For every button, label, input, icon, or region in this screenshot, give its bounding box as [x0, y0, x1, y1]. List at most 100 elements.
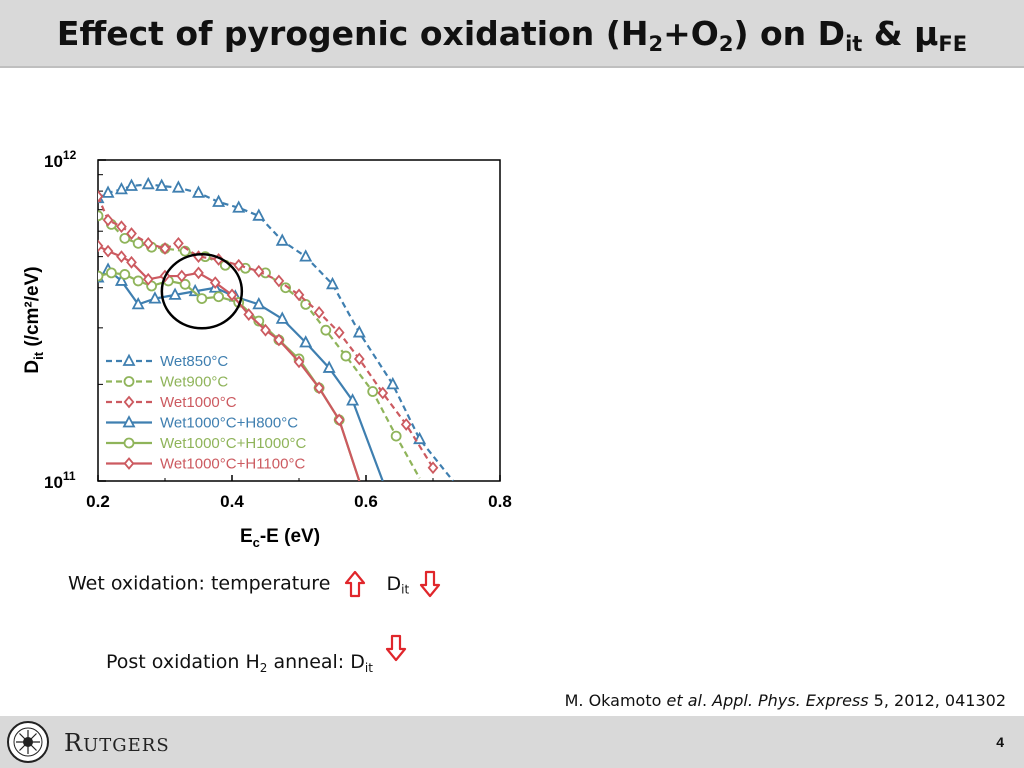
legend-item: Wet1000°C+H1000°C — [106, 435, 307, 452]
x-tick-labels: 0.2 0.4 0.6 0.8 — [86, 492, 512, 511]
data-point — [173, 236, 184, 250]
data-point — [142, 236, 154, 250]
legend-item: Wet900°C — [106, 374, 228, 391]
data-point — [132, 237, 144, 249]
data-point — [390, 430, 402, 442]
data-point — [119, 232, 131, 244]
data-point — [142, 272, 154, 286]
data-point — [131, 296, 145, 310]
data-point — [252, 208, 266, 221]
legend-marker — [123, 376, 135, 387]
data-point — [176, 269, 188, 283]
data-point — [114, 273, 128, 286]
data-point — [326, 276, 339, 290]
data-point — [148, 291, 162, 304]
data-point — [232, 200, 246, 213]
data-point — [159, 242, 171, 255]
y-axis-title: Dit (/cm²/eV) — [22, 266, 46, 373]
data-point — [132, 275, 144, 287]
data-point — [253, 264, 265, 278]
data-point — [101, 185, 115, 198]
data-point — [98, 270, 104, 282]
data-point — [209, 276, 221, 290]
data-point — [427, 461, 439, 475]
data-point — [273, 333, 285, 347]
data-point — [299, 335, 313, 348]
data-point — [252, 296, 266, 310]
legend-label: Wet1000°C+H800°C — [160, 415, 298, 432]
data-point — [106, 267, 117, 279]
data-point — [275, 233, 289, 246]
y-tick-label: 1011 — [44, 469, 76, 492]
footer: RUTGERS 4 — [0, 716, 1024, 768]
data-point — [377, 386, 389, 400]
legend-item: Wet1000°C+H1100°C — [106, 456, 305, 473]
data-point — [98, 190, 104, 203]
legend-label: Wet900°C — [160, 374, 228, 391]
series-0 — [98, 176, 454, 481]
data-point — [313, 381, 325, 395]
legend-label: Wet1000°C+H1100°C — [160, 456, 305, 473]
data-point — [192, 185, 205, 198]
data-point — [260, 323, 271, 337]
x-tick-label: 0.4 — [220, 492, 244, 511]
data-point — [114, 181, 128, 195]
dit-chart-svg: 1011 1012 0.2 0.4 0.6 0.8 Ec-E (eV) Dit (/cm… — [22, 148, 512, 550]
data-point — [400, 418, 412, 431]
legend-item: Wet1000°C — [106, 394, 237, 411]
data-point — [352, 325, 366, 338]
data-point — [299, 249, 313, 262]
legend-marker — [123, 437, 135, 449]
x-tick-label: 0.2 — [86, 492, 110, 511]
data-point — [119, 269, 131, 280]
chart-legend: Wet850°C Wet900°C Wet1000°C Wet1000°C+H800°… — [106, 353, 307, 473]
data-point — [98, 239, 104, 253]
x-tick-label: 0.8 — [488, 492, 512, 511]
data-point — [275, 311, 289, 324]
data-point — [126, 227, 137, 240]
data-point — [273, 274, 285, 288]
data-point — [171, 180, 185, 193]
wet-oxidation-note: Wet oxidation: temperature Dit — [68, 570, 441, 598]
data-point — [116, 220, 127, 234]
up-arrow-icon — [345, 570, 366, 598]
x-axis-title: Ec-E (eV) — [240, 526, 320, 550]
dit-chart: 1011 1012 0.2 0.4 0.6 0.8 Ec-E (eV) Dit (/cm… — [18, 140, 528, 560]
legend-marker — [122, 353, 136, 366]
data-point — [102, 244, 114, 258]
legend-marker — [123, 457, 135, 470]
legend-marker — [123, 395, 135, 409]
data-point — [243, 308, 255, 321]
data-point — [333, 326, 345, 339]
data-point — [333, 413, 345, 427]
data-point — [313, 306, 325, 319]
data-point — [226, 288, 238, 302]
data-point — [98, 210, 104, 222]
rutgers-wordmark: RUTGERS — [64, 729, 170, 757]
data-point — [193, 266, 204, 280]
data-point — [320, 324, 332, 336]
data-point — [212, 194, 226, 207]
highlight-circle — [160, 253, 244, 330]
series-5 — [98, 239, 361, 481]
legend-label: Wet850°C — [160, 353, 228, 370]
x-axis-ticks — [97, 475, 501, 481]
data-point — [353, 352, 365, 366]
data-point — [125, 178, 138, 191]
slide-title: Effect of pyrogenic oxidation (H2+O2) on… — [56, 14, 968, 56]
data-point — [126, 255, 137, 269]
legend-marker — [122, 415, 136, 428]
citation: M. Okamoto et al. Appl. Phys. Express 5,… — [564, 691, 1006, 710]
data-point — [340, 350, 352, 362]
data-point — [233, 258, 245, 272]
data-point — [155, 178, 169, 191]
data-point — [293, 355, 305, 369]
legend-item: Wet850°C — [106, 353, 228, 370]
page-number: 4 — [996, 734, 1004, 750]
data-point — [386, 376, 400, 390]
data-point — [179, 278, 191, 290]
rutgers-seal-icon — [7, 721, 49, 763]
plot-frame — [97, 159, 501, 482]
down-arrow-icon — [420, 570, 441, 598]
y-tick-labels: 1011 1012 — [44, 148, 77, 492]
